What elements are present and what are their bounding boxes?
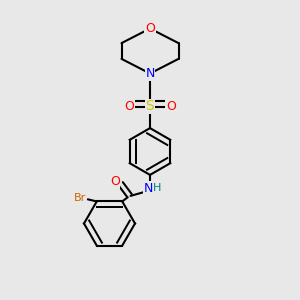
Text: Br: Br [74, 194, 86, 203]
Text: O: O [110, 175, 120, 188]
Text: O: O [166, 100, 176, 113]
Text: S: S [146, 100, 154, 113]
Text: H: H [153, 183, 162, 194]
Text: O: O [124, 100, 134, 113]
Text: N: N [144, 182, 153, 195]
Text: N: N [145, 67, 155, 80]
Text: O: O [145, 22, 155, 35]
